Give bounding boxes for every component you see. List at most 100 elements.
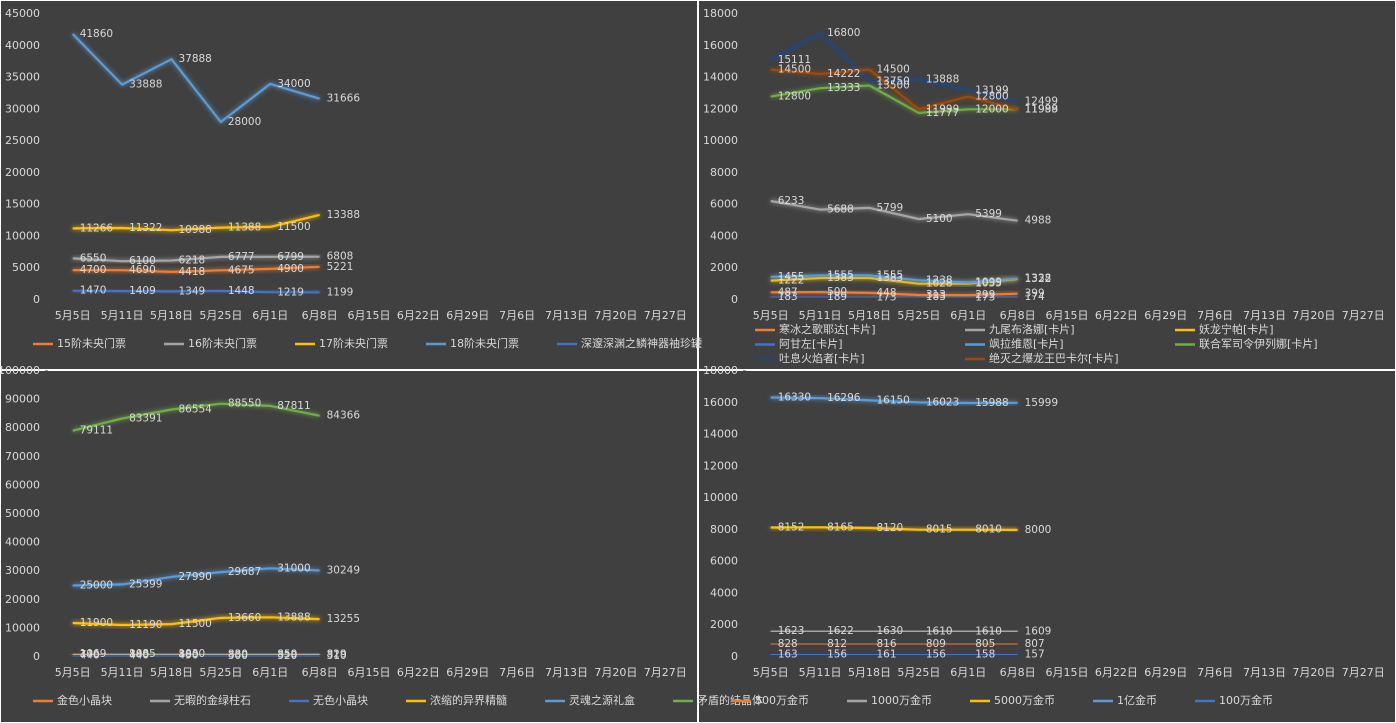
x-tick-label: 5月5日 <box>55 309 91 322</box>
data-label: 13660 <box>228 612 261 624</box>
data-label: 1035 <box>975 278 1002 290</box>
data-label: 11266 <box>80 222 114 234</box>
x-tick-label: 6月1日 <box>252 666 288 679</box>
x-tick-label: 7月13日 <box>1243 309 1286 322</box>
y-tick-label: 30000 <box>5 102 40 115</box>
x-tick-label: 7月20日 <box>1292 666 1335 679</box>
data-label: 33888 <box>129 79 162 91</box>
data-label: 1338 <box>1025 273 1052 285</box>
x-tick-label: 6月8日 <box>302 309 338 322</box>
data-label: 16296 <box>827 392 861 404</box>
legend-label: 阿甘左[卡片] <box>779 338 843 351</box>
data-label: 11988 <box>1025 104 1058 116</box>
x-tick-label: 6月29日 <box>446 666 489 679</box>
x-tick-label: 5月25日 <box>199 666 242 679</box>
data-label: 83391 <box>129 413 162 425</box>
legend-label: 无暇的金绿柱石 <box>174 693 251 707</box>
x-tick-label: 7月13日 <box>545 309 588 322</box>
data-label: 809 <box>926 638 946 650</box>
data-label: 819 <box>327 649 347 661</box>
x-tick-label: 7月6日 <box>499 666 535 679</box>
x-tick-label: 6月8日 <box>1000 666 1036 679</box>
data-label: 1349 <box>178 285 205 297</box>
legend-label: 17阶未央门票 <box>319 336 388 350</box>
legend-label: 500万金币 <box>755 693 809 707</box>
y-tick-label: 40000 <box>5 39 40 52</box>
data-label: 13333 <box>827 82 860 94</box>
legend-label: 1000万金币 <box>871 693 932 707</box>
data-label: 15988 <box>975 397 1008 409</box>
x-tick-label: 5月11日 <box>101 309 144 322</box>
series-line <box>770 68 1018 111</box>
series-line <box>770 199 1018 222</box>
x-tick-label: 5月25日 <box>897 666 940 679</box>
data-label: 13888 <box>277 611 310 623</box>
data-label: 1322 <box>1025 273 1052 285</box>
data-label: 440 <box>80 650 100 662</box>
y-tick-label: 50000 <box>5 507 40 520</box>
data-label: 161 <box>876 648 896 660</box>
data-label: 11900 <box>80 617 113 629</box>
data-label: 14222 <box>827 68 860 80</box>
data-label: 11190 <box>129 619 162 631</box>
data-label: 8152 <box>778 521 805 533</box>
series-line <box>72 616 320 627</box>
y-tick-label: 80000 <box>5 421 40 434</box>
x-tick-label: 5月5日 <box>753 666 789 679</box>
x-tick-label: 6月22日 <box>397 666 440 679</box>
data-label: 13388 <box>327 209 360 221</box>
data-label: 11999 <box>1025 103 1058 115</box>
x-tick-label: 7月20日 <box>594 666 637 679</box>
series-line <box>72 567 320 587</box>
series-line <box>770 526 1018 531</box>
data-label: 300 <box>228 650 248 662</box>
y-tick-label: 12000 <box>703 102 738 115</box>
panel-background <box>699 1 1395 369</box>
panel-background <box>1 371 697 722</box>
x-tick-label: 5月18日 <box>848 666 891 679</box>
data-label: 6100 <box>129 255 156 267</box>
data-label: 15999 <box>1025 397 1058 409</box>
data-label: 25399 <box>129 578 162 590</box>
x-tick-label: 5月18日 <box>150 309 193 322</box>
series-line <box>770 396 1018 405</box>
data-label: 487 <box>778 286 798 298</box>
x-tick-label: 6月15日 <box>348 309 391 322</box>
panel-background <box>699 371 1395 722</box>
data-label: 1610 <box>975 625 1002 637</box>
data-label: 13255 <box>327 613 360 625</box>
y-tick-label: 8000 <box>710 523 738 536</box>
data-label: 189 <box>827 291 847 303</box>
x-tick-label: 7月13日 <box>545 666 588 679</box>
y-tick-label: 16000 <box>703 39 738 52</box>
x-tick-label: 6月1日 <box>950 666 986 679</box>
legend-label: 联合军司令伊列娜[卡片] <box>1199 337 1318 351</box>
x-tick-label: 5月18日 <box>150 666 193 679</box>
data-label: 34000 <box>277 78 310 90</box>
data-label: 1448 <box>228 285 255 297</box>
y-tick-label: 14000 <box>703 71 738 84</box>
series-line <box>770 32 1018 103</box>
data-label: 8165 <box>827 521 854 533</box>
data-label: 6799 <box>277 251 304 263</box>
data-label: 4418 <box>178 266 205 278</box>
data-label: 8120 <box>876 522 903 534</box>
x-tick-label: 6月1日 <box>950 309 986 322</box>
data-label: 6233 <box>778 195 805 207</box>
x-tick-label: 7月27日 <box>644 666 687 679</box>
data-label: 6218 <box>178 254 205 266</box>
x-tick-label: 5月5日 <box>753 309 789 322</box>
y-tick-label: 2000 <box>710 618 738 631</box>
legend-label: 吐息火焰者[卡片] <box>779 351 865 365</box>
data-label: 1219 <box>277 286 304 298</box>
data-label: 1028 <box>926 278 953 290</box>
data-label: 4675 <box>228 264 255 276</box>
data-label: 448 <box>876 287 896 299</box>
data-label: 16330 <box>778 392 811 404</box>
x-tick-label: 7月6日 <box>1197 666 1233 679</box>
x-tick-label: 6月22日 <box>1095 666 1138 679</box>
data-label: 13199 <box>975 84 1008 96</box>
x-tick-label: 5月25日 <box>199 309 242 322</box>
data-label: 1630 <box>876 625 903 637</box>
